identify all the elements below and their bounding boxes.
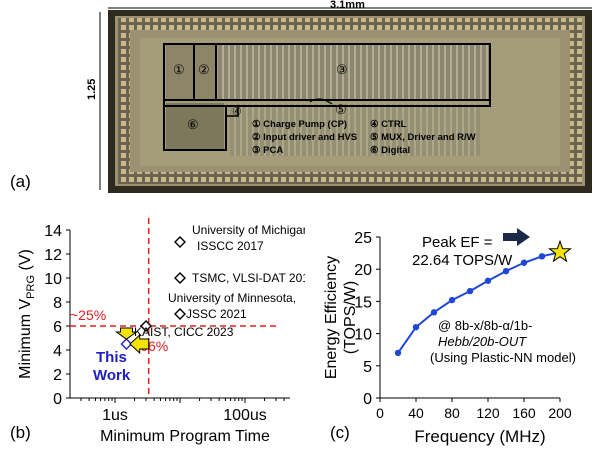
arrow-right-icon (503, 228, 530, 246)
die-width-label: 3.1mm (330, 0, 365, 11)
block-1-marker: ① (173, 62, 185, 77)
arrow-down-icon (114, 327, 138, 340)
note-line3: (Using Plastic-NN model) (430, 350, 576, 365)
block-5-marker: ⑤ (335, 102, 347, 117)
block-2-marker: ② (198, 62, 210, 77)
data-point (520, 259, 528, 266)
block-digital-outline (163, 105, 227, 151)
y-tick-label: 0 (363, 391, 372, 408)
y-tick-label: 4 (53, 343, 62, 360)
y-tick-label: 12 (44, 247, 62, 264)
peak-label-line1: Peak EF = (422, 234, 493, 251)
y-axis-label-line1: Energy Efficiency (323, 256, 340, 379)
x-tick-label: 120 (476, 405, 500, 421)
block-4-marker: ④ (232, 106, 242, 118)
y-tick-label: 14 (44, 223, 62, 240)
x-axis-label: Minimum Program Time (100, 428, 270, 445)
data-point (140, 320, 153, 332)
y-tick-label: 25 (354, 230, 372, 247)
y-axis-label-line2: (TOPS/W) (342, 281, 359, 354)
data-point (412, 323, 420, 331)
data-label: University of Michigan, (192, 223, 305, 237)
this-work-label: This (96, 349, 127, 366)
die-legend-right: ④ CTRL ⑤ MUX, Driver and R/W ⑥ Digital (370, 118, 476, 157)
y-tick-label: 15 (354, 294, 372, 311)
legend-item-input: ② Input driver and HVS (252, 132, 358, 143)
die-photo (99, 7, 592, 193)
data-point (502, 267, 510, 275)
data-label: JSSC 2021 (186, 307, 247, 321)
data-label: ISSCC 2017 (197, 239, 264, 253)
data-label: TSMC, VLSI-DAT 2013 (192, 271, 305, 285)
block-mux-outline (163, 99, 491, 107)
note-line1: @ 8b-x/8b-α/1b- (438, 318, 532, 333)
x-tick-label: 0 (376, 405, 384, 421)
legend-item-cp: ① Charge Pump (CP) (252, 119, 348, 130)
annotation-25: ~25% (70, 307, 106, 323)
data-point (484, 277, 492, 284)
x-axis-label: Frequency (MHz) (414, 427, 545, 446)
peak-star-icon (548, 239, 572, 263)
y-tick-label: 10 (44, 271, 62, 288)
panel-a-label: (a) (10, 172, 31, 191)
data-label: KAIST, CICC 2023 (134, 325, 234, 339)
y-tick-label: 8 (53, 295, 62, 312)
data-point (394, 349, 402, 357)
panel-c-label: (c) (330, 423, 350, 442)
legend-item-ctrl: ④ CTRL (370, 119, 407, 130)
data-point (538, 253, 546, 260)
this-work-label: Work (93, 367, 131, 384)
die-height-label: 1.25 (86, 78, 98, 100)
block-3-marker: ③ (336, 62, 348, 77)
note-line2: Hebb/20b-OUT (438, 334, 527, 349)
data-point (174, 308, 186, 320)
chart-b: 024681012141us100us10msMinimum Program T… (17, 218, 305, 445)
legend-item-pca: ③ PCA (252, 145, 284, 156)
x-tick-label: 160 (512, 405, 536, 421)
legend-item-mux: ⑤ MUX, Driver and R/W (370, 132, 476, 143)
data-point-this-work (120, 338, 133, 350)
die-legend-left: ① Charge Pump (CP) ② Input driver and HV… (252, 118, 357, 157)
panel-b-label: (b) (10, 423, 31, 442)
data-point (448, 296, 456, 304)
x-tick-label: 100us (223, 407, 267, 424)
y-axis-label: Minimum VPRG (V) (17, 249, 37, 379)
x-tick-label: 1us (102, 407, 128, 424)
legend-item-digital: ⑥ Digital (370, 145, 411, 156)
block-ctrl-outline (225, 105, 239, 117)
data-label: University of Minnesota, (168, 291, 296, 305)
series-line (397, 251, 561, 354)
data-point (430, 309, 438, 316)
data-point (466, 287, 474, 295)
block-6-marker: ⑥ (187, 117, 199, 132)
y-tick-label: 0 (53, 391, 62, 408)
y-tick-label: 20 (354, 262, 372, 279)
data-point (174, 236, 186, 248)
y-tick-label: 6 (53, 319, 62, 336)
data-point (174, 272, 186, 284)
arrow-left-icon (129, 333, 150, 355)
y-tick-label: 10 (354, 327, 372, 344)
x-tick-label: 40 (408, 405, 424, 421)
x-tick-label: 80 (444, 405, 460, 421)
x-tick-label: 200 (548, 405, 572, 421)
peak-label-line2: 22.64 TOPS/W (412, 252, 513, 269)
y-tick-label: 2 (53, 367, 62, 384)
y-tick-label: 5 (363, 359, 372, 376)
